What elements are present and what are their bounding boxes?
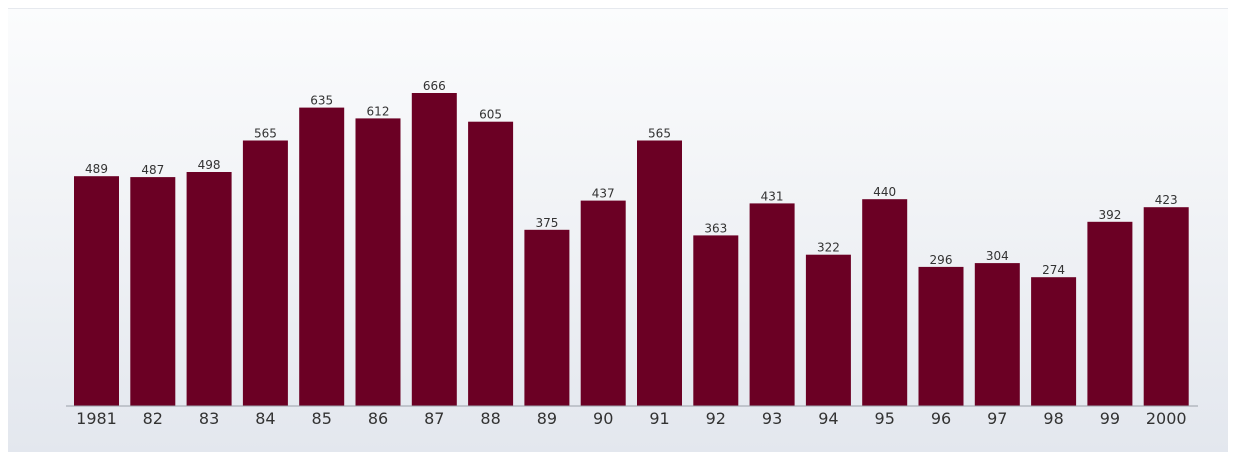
x-tick-label-85: 85 bbox=[312, 409, 332, 428]
data-label-92: 363 bbox=[704, 221, 727, 235]
data-label-93: 431 bbox=[761, 189, 784, 203]
data-label-83: 498 bbox=[198, 158, 221, 172]
bar-84 bbox=[242, 140, 288, 406]
bar-98 bbox=[1031, 277, 1077, 406]
x-tick-label-95: 95 bbox=[875, 409, 895, 428]
data-label-1981: 489 bbox=[85, 162, 108, 176]
x-tick-label-91: 91 bbox=[649, 409, 669, 428]
bar-95 bbox=[862, 199, 908, 406]
bar-83 bbox=[186, 172, 232, 406]
data-label-99: 392 bbox=[1098, 208, 1121, 222]
data-label-95: 440 bbox=[873, 185, 896, 199]
bar-97 bbox=[974, 263, 1020, 406]
x-tick-label-83: 83 bbox=[199, 409, 219, 428]
x-tick-label-96: 96 bbox=[931, 409, 951, 428]
x-tick-label-84: 84 bbox=[255, 409, 275, 428]
data-labels-group: 489 487 498 565 635 612 666 605 375 437 565 363 431 3… bbox=[85, 79, 1178, 277]
bar-2000 bbox=[1143, 207, 1189, 406]
bar-85 bbox=[299, 107, 345, 406]
data-label-90: 437 bbox=[592, 187, 615, 201]
bar-1981 bbox=[74, 176, 119, 406]
bar-88 bbox=[468, 121, 514, 406]
bars-group bbox=[74, 93, 1189, 407]
bar-92 bbox=[693, 235, 739, 406]
data-label-98: 274 bbox=[1042, 263, 1065, 277]
x-tick-label-1981: 1981 bbox=[76, 409, 117, 428]
x-tick-label-88: 88 bbox=[480, 409, 500, 428]
data-label-91: 565 bbox=[648, 127, 671, 141]
bar-82 bbox=[130, 177, 176, 406]
x-tick-labels-group: 1981 82 83 84 85 86 87 88 89 90 91 92 93 94 95 96 97 98 99… bbox=[76, 409, 1186, 428]
data-label-2000: 423 bbox=[1155, 193, 1178, 207]
data-label-97: 304 bbox=[986, 249, 1009, 263]
x-tick-label-99: 99 bbox=[1100, 409, 1120, 428]
bar-89 bbox=[524, 229, 570, 406]
data-label-96: 296 bbox=[930, 253, 953, 267]
x-tick-label-2000: 2000 bbox=[1146, 409, 1187, 428]
x-tick-label-89: 89 bbox=[537, 409, 557, 428]
data-label-94: 322 bbox=[817, 241, 840, 255]
x-tick-label-82: 82 bbox=[143, 409, 163, 428]
data-label-86: 612 bbox=[367, 104, 390, 118]
bar-94 bbox=[805, 254, 851, 406]
bar-87 bbox=[411, 93, 457, 406]
data-label-87: 666 bbox=[423, 79, 446, 93]
bar-91 bbox=[637, 140, 682, 406]
x-tick-label-93: 93 bbox=[762, 409, 782, 428]
x-tick-label-92: 92 bbox=[706, 409, 726, 428]
x-tick-label-94: 94 bbox=[818, 409, 838, 428]
x-tick-label-97: 97 bbox=[987, 409, 1007, 428]
data-label-88: 605 bbox=[479, 108, 502, 122]
bar-90 bbox=[580, 200, 626, 406]
data-label-85: 635 bbox=[310, 94, 333, 108]
x-tick-label-90: 90 bbox=[593, 409, 613, 428]
data-label-84: 565 bbox=[254, 127, 277, 141]
x-tick-label-87: 87 bbox=[424, 409, 444, 428]
bar-93 bbox=[749, 203, 795, 406]
bar-96 bbox=[918, 266, 964, 406]
bar-86 bbox=[355, 118, 401, 407]
data-label-89: 375 bbox=[535, 216, 558, 230]
x-tick-label-98: 98 bbox=[1043, 409, 1063, 428]
x-tick-label-86: 86 bbox=[368, 409, 388, 428]
bar-99 bbox=[1087, 221, 1133, 406]
data-label-82: 487 bbox=[141, 163, 164, 177]
